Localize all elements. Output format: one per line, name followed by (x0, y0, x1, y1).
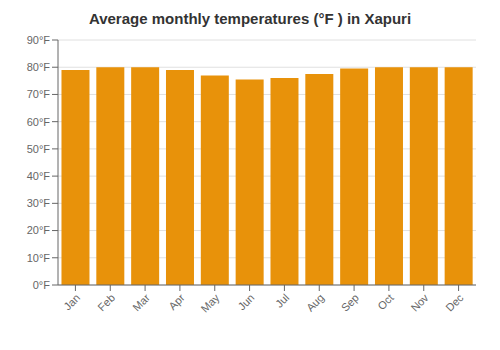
svg-text:Apr: Apr (166, 291, 187, 312)
svg-text:50°F: 50°F (27, 143, 51, 155)
svg-text:Jan: Jan (61, 291, 82, 312)
svg-text:Dec: Dec (443, 291, 466, 314)
svg-text:Mar: Mar (130, 291, 152, 313)
svg-text:Jul: Jul (273, 291, 291, 309)
svg-text:90°F: 90°F (27, 34, 51, 46)
svg-text:Feb: Feb (95, 291, 117, 313)
svg-text:Oct: Oct (375, 291, 396, 312)
svg-text:10°F: 10°F (27, 252, 51, 264)
svg-text:0°F: 0°F (33, 279, 51, 291)
svg-text:30°F: 30°F (27, 197, 51, 209)
svg-text:80°F: 80°F (27, 61, 51, 73)
svg-text:Nov: Nov (408, 291, 431, 314)
html-text:Average monthly temperatures (: Average monthly temperatures (°F ) in Xa… (88, 10, 412, 27)
svg-text:70°F: 70°F (27, 88, 51, 100)
svg-text:Jun: Jun (235, 291, 256, 312)
svg-text:May: May (199, 291, 223, 315)
svg-text:40°F: 40°F (27, 170, 51, 182)
svg-text:20°F: 20°F (27, 224, 51, 236)
svg-text:Sep: Sep (339, 291, 361, 313)
svg-text:Aug: Aug (304, 291, 326, 313)
svg-text:60°F: 60°F (27, 116, 51, 128)
